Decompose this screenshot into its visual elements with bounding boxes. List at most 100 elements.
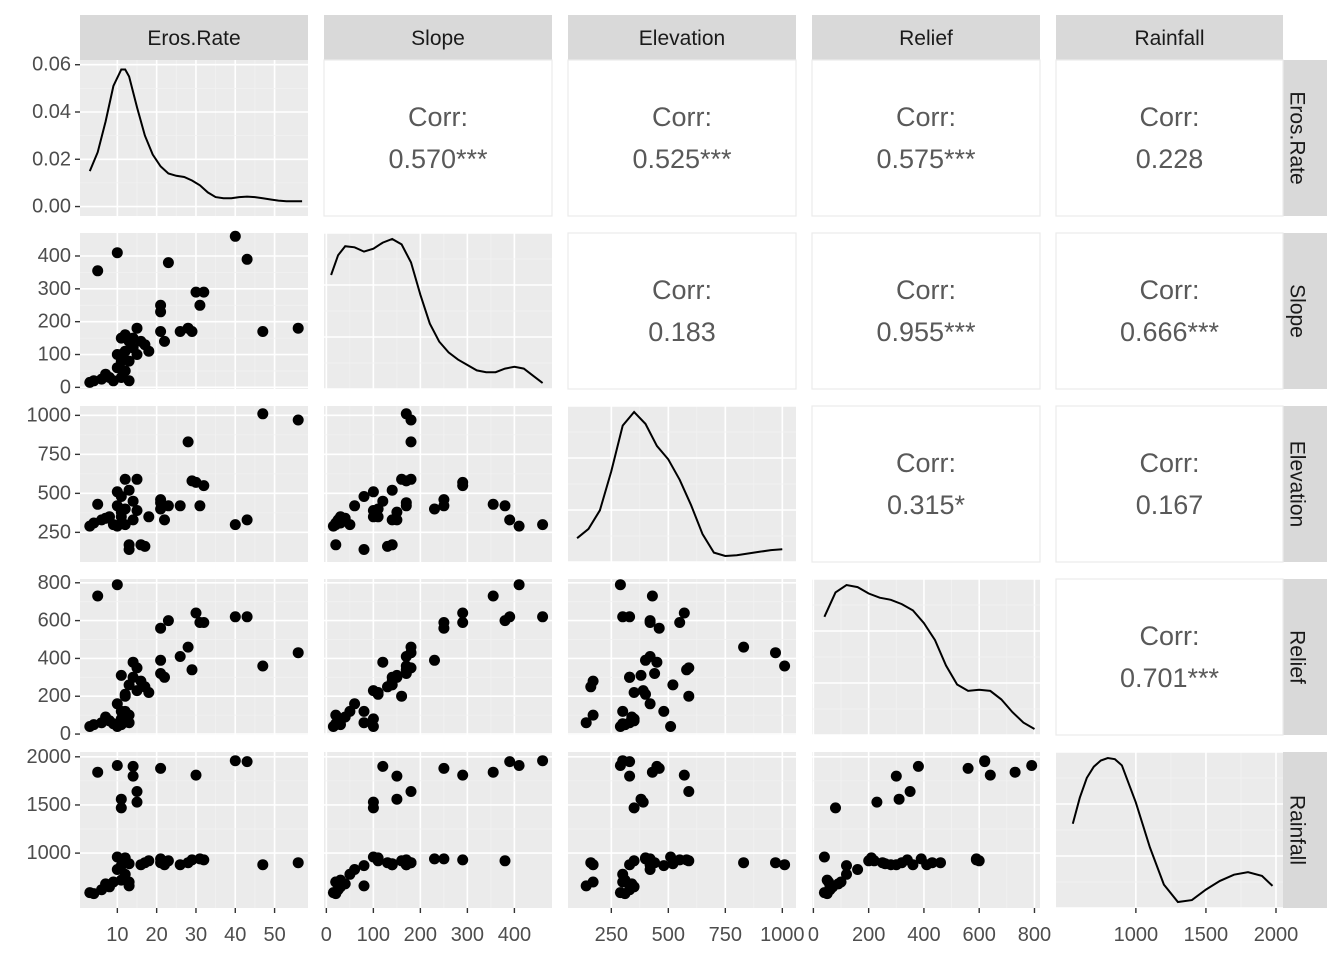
data-point xyxy=(438,617,450,628)
data-point xyxy=(487,590,499,602)
correlation-value: 0.701*** xyxy=(1120,663,1220,693)
data-point xyxy=(665,721,677,732)
data-point xyxy=(115,669,127,681)
x-tick-label: 1500 xyxy=(1184,924,1229,946)
correlation-label: Corr: xyxy=(652,275,712,305)
data-point xyxy=(358,705,370,717)
data-point xyxy=(127,495,139,507)
data-point xyxy=(123,709,135,721)
data-point xyxy=(818,851,830,863)
x-tick-label: 30 xyxy=(185,924,207,946)
y-tick-label: 400 xyxy=(38,245,71,267)
x-tick-label: 40 xyxy=(224,924,246,946)
panel-r1-c1 xyxy=(324,232,552,390)
panel-r2-c1 xyxy=(324,406,552,562)
data-point xyxy=(644,617,656,628)
y-tick-label: 1000 xyxy=(27,404,72,426)
y-tick-label: 0 xyxy=(60,376,71,398)
data-point xyxy=(194,299,206,311)
data-point xyxy=(405,647,417,659)
data-point xyxy=(386,484,398,496)
column-strip xyxy=(812,15,1040,60)
data-point xyxy=(155,326,167,337)
data-point xyxy=(123,355,135,367)
data-point xyxy=(970,854,982,866)
data-point xyxy=(162,500,174,512)
data-point xyxy=(644,651,656,662)
x-tick-label: 50 xyxy=(263,924,285,946)
data-point xyxy=(123,544,135,555)
data-point xyxy=(499,500,511,512)
data-point xyxy=(131,786,143,797)
row-strip xyxy=(1283,406,1327,562)
data-point xyxy=(580,717,592,729)
x-tick-label: 1000 xyxy=(760,924,805,946)
data-point xyxy=(912,760,924,772)
data-point xyxy=(624,611,636,623)
y-tick-label: 800 xyxy=(38,572,71,594)
data-point xyxy=(400,500,412,512)
data-point xyxy=(396,690,408,702)
data-point xyxy=(738,641,750,653)
y-tick-label: 600 xyxy=(38,610,71,632)
data-point xyxy=(115,802,127,814)
x-tick-label: 800 xyxy=(1018,924,1051,946)
data-point xyxy=(658,860,670,872)
data-point xyxy=(904,786,916,797)
data-point xyxy=(637,796,649,808)
data-point xyxy=(229,230,241,242)
data-point xyxy=(405,786,417,797)
data-point xyxy=(131,505,143,516)
data-point xyxy=(174,651,186,662)
data-point xyxy=(624,671,636,683)
data-point xyxy=(877,857,888,869)
data-point xyxy=(770,647,781,659)
panel-background xyxy=(568,579,796,735)
data-point xyxy=(400,660,412,672)
data-point xyxy=(111,579,123,591)
data-point xyxy=(159,514,170,526)
data-point xyxy=(438,853,450,865)
data-point xyxy=(504,756,516,768)
data-point xyxy=(979,756,991,768)
data-point xyxy=(123,484,135,496)
data-point xyxy=(890,770,902,782)
data-point xyxy=(257,660,269,672)
panel-r4-c0 xyxy=(80,752,308,908)
data-point xyxy=(131,796,143,808)
correlation-value: 0.570*** xyxy=(388,144,488,174)
y-tick-label: 200 xyxy=(38,685,71,707)
data-point xyxy=(1026,760,1038,771)
data-point xyxy=(190,607,202,619)
panel-r0-c2: Corr: 0.525*** xyxy=(567,59,797,217)
data-point xyxy=(182,436,194,448)
data-point xyxy=(115,793,127,805)
data-point xyxy=(119,519,131,531)
data-point xyxy=(628,881,640,893)
data-point xyxy=(377,656,389,668)
data-point xyxy=(429,654,440,666)
data-point xyxy=(382,540,393,552)
correlation-panel xyxy=(1055,578,1284,736)
column-strip-label: Slope xyxy=(411,27,465,50)
data-point xyxy=(119,365,131,377)
data-point xyxy=(649,668,661,679)
panel-r0-c1: Corr: 0.570*** xyxy=(323,59,553,217)
correlation-value: 0.228 xyxy=(1136,144,1204,174)
data-point xyxy=(513,520,525,532)
data-point xyxy=(115,491,127,502)
density-curve xyxy=(823,583,1035,730)
data-point xyxy=(841,860,852,872)
data-point xyxy=(405,414,417,426)
data-point xyxy=(344,705,356,717)
data-point xyxy=(335,719,346,731)
data-point xyxy=(935,857,946,869)
row-strip xyxy=(1283,579,1327,735)
row-strip xyxy=(1283,233,1327,389)
data-point xyxy=(646,590,658,602)
x-tick-label: 400 xyxy=(498,924,531,946)
data-point xyxy=(111,247,123,259)
data-point xyxy=(513,760,525,771)
data-point xyxy=(644,698,656,710)
